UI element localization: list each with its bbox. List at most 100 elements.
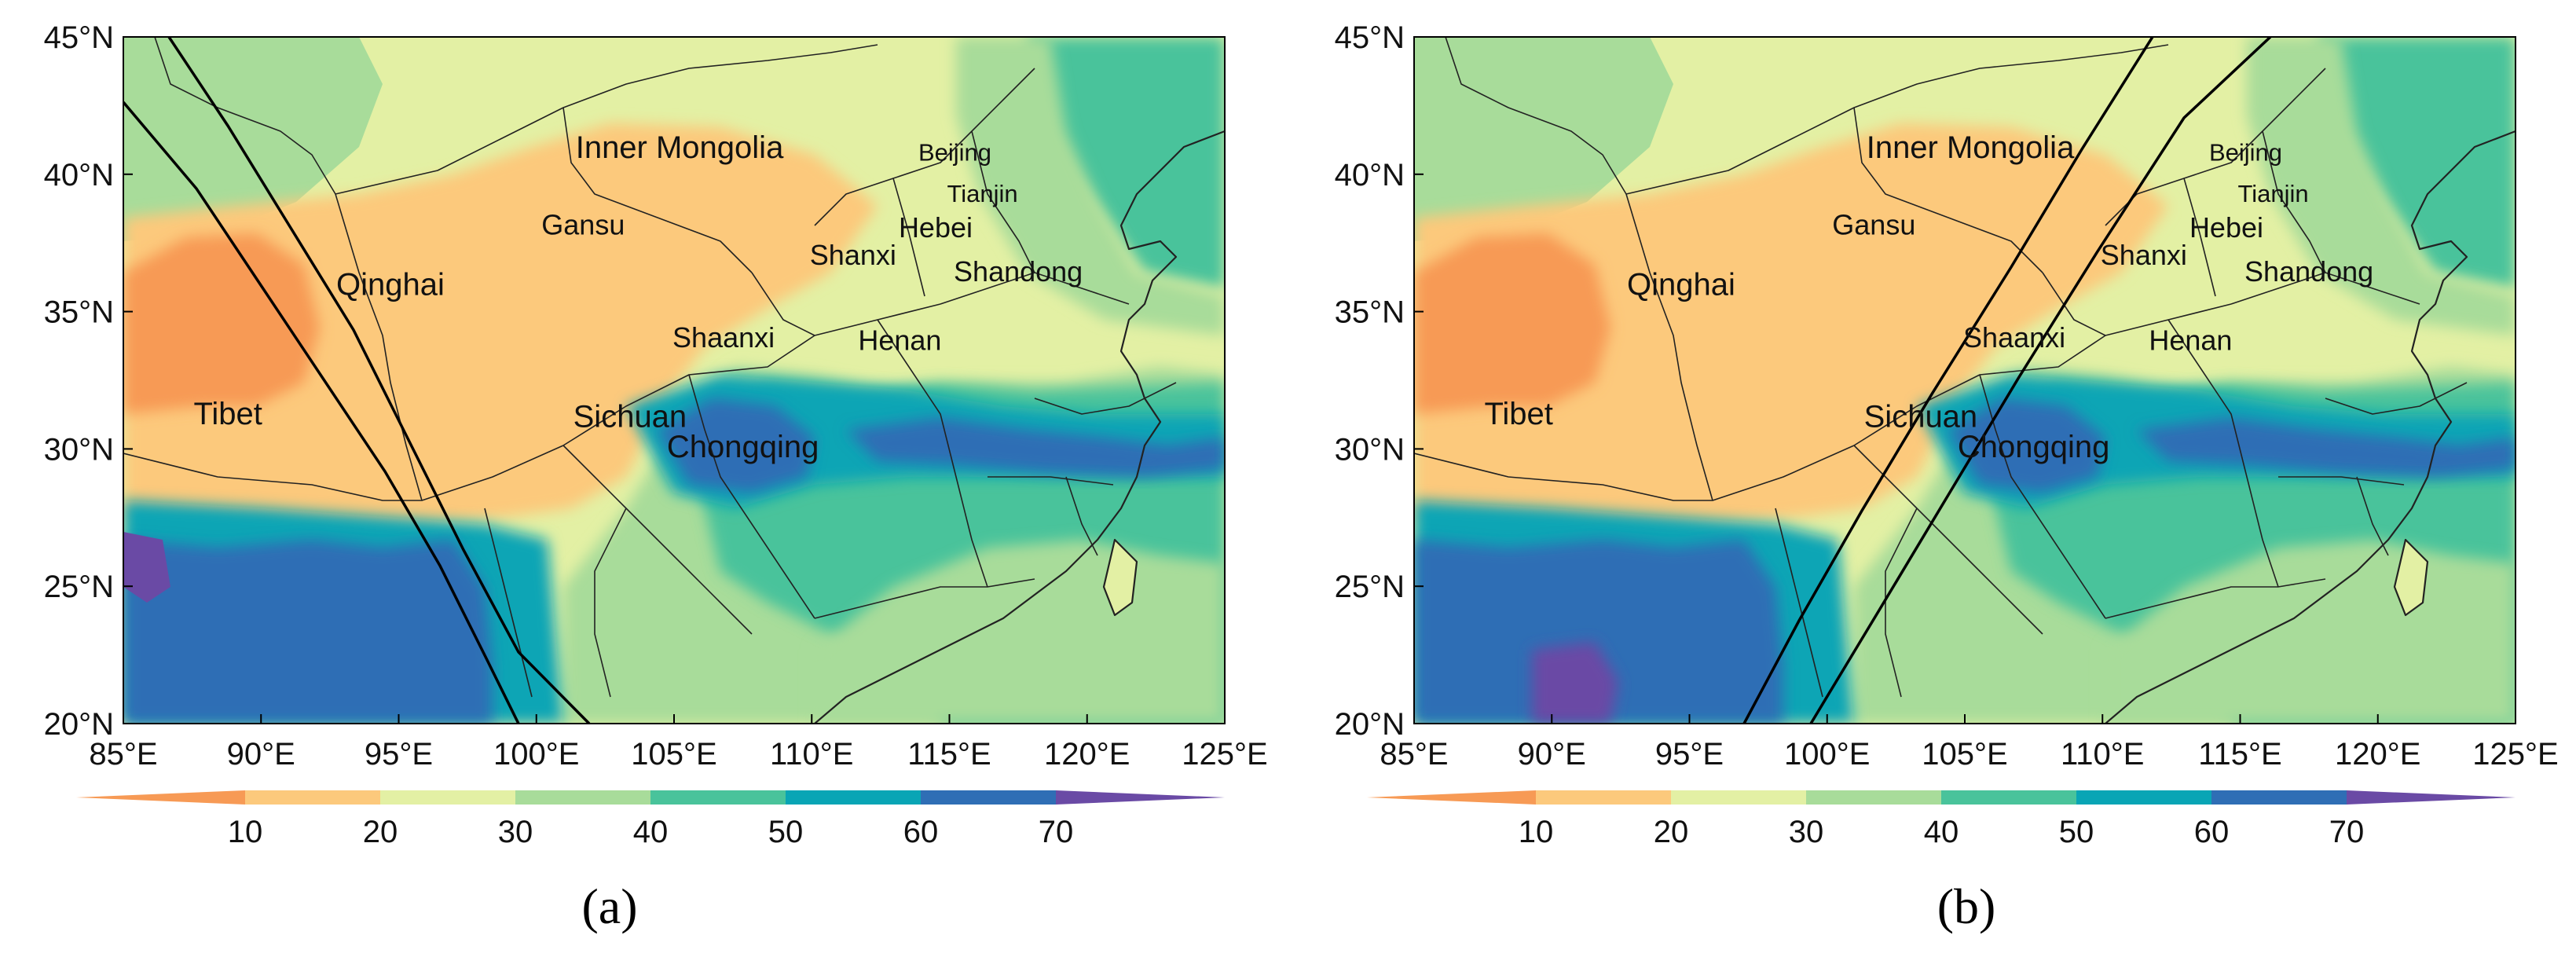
colorbar-tick-label: 20 xyxy=(1654,815,1689,849)
colorbar-tick-label: 20 xyxy=(363,815,398,849)
x-tick-label: 100°E xyxy=(493,737,579,772)
x-tick-label: 125°E xyxy=(2472,737,2558,772)
province-label-inner-mongolia: Inner Mongolia xyxy=(1867,130,2075,165)
x-tick-label: 120°E xyxy=(2335,737,2420,772)
colorbar-extend-high xyxy=(1056,790,1225,805)
province-borders-b xyxy=(1414,37,2468,698)
colorbar-tick-label: 40 xyxy=(1924,815,1959,849)
coastline-b xyxy=(2105,130,2516,724)
province-label-shanxi: Shanxi xyxy=(2101,239,2187,271)
province-label-shaanxi: Shaanxi xyxy=(1963,321,2065,354)
y-axis-b: 45°N 40°N 35°N 30°N 25°N 20°N xyxy=(1335,20,1424,742)
colorbar-tick-label: 30 xyxy=(498,815,533,849)
y-tick-label: 30°N xyxy=(1335,432,1405,467)
x-tick-label: 105°E xyxy=(631,737,716,772)
province-label-sichuan: Sichuan xyxy=(1864,399,1978,434)
colorbar-tick-label: 50 xyxy=(768,815,804,849)
x-tick-label: 85°E xyxy=(89,737,157,772)
panel-a: 85°E 90°E 95°E 100°E 105°E 110°E 115°E 120°E 125… xyxy=(44,20,1268,934)
precipitation-field-a xyxy=(123,37,1225,724)
field-contours-a xyxy=(123,37,1225,724)
colorbar-tick-label: 10 xyxy=(1519,815,1554,849)
x-tick-label: 95°E xyxy=(365,737,433,772)
y-tick-label: 20°N xyxy=(1335,707,1405,742)
colorbar-extend-low xyxy=(76,790,245,805)
x-tick-label: 105°E xyxy=(1922,737,2007,772)
y-tick-label: 20°N xyxy=(44,707,114,742)
x-tick-label: 125°E xyxy=(1182,737,1267,772)
y-tick-label: 35°N xyxy=(44,295,114,330)
x-tick-label: 95°E xyxy=(1655,737,1724,772)
province-label-tibet: Tibet xyxy=(1484,397,1552,431)
satellite-track-a xyxy=(123,37,591,724)
province-labels-a: Inner Mongolia Beijing Tianjin Hebei Gansu Sh… xyxy=(193,130,1083,464)
colorbar-tick-label: 60 xyxy=(903,815,939,849)
y-tick-label: 40°N xyxy=(44,158,114,192)
colorbar-segment xyxy=(380,790,516,805)
province-label-shaanxi: Shaanxi xyxy=(672,321,775,354)
colorbar-segment xyxy=(2076,790,2212,805)
province-labels-b: Inner Mongolia Beijing Tianjin Hebei Gansu Sh… xyxy=(1484,130,2373,464)
y-tick-label: 35°N xyxy=(1335,295,1405,330)
colorbar-segment xyxy=(1806,790,1942,805)
x-tick-label: 100°E xyxy=(1784,737,1870,772)
province-label-shandong: Shandong xyxy=(954,255,1083,288)
y-axis-a: 45°N 40°N 35°N 30°N 25°N 20°N xyxy=(44,20,133,742)
colorbar-extend-high xyxy=(2347,790,2516,805)
y-tick-label: 25°N xyxy=(44,570,114,604)
province-label-beijing: Beijing xyxy=(2209,138,2282,166)
x-axis-b: 85°E 90°E 95°E 100°E 105°E 110°E 115°E 120°E 125… xyxy=(1380,714,2559,772)
province-label-henan: Henan xyxy=(858,324,941,357)
colorbar-segment xyxy=(921,790,1057,805)
colorbar-a: 10 20 30 40 50 60 70 xyxy=(76,790,1225,849)
province-label-shandong: Shandong xyxy=(2244,255,2373,288)
province-label-gansu: Gansu xyxy=(541,209,625,241)
x-tick-label: 110°E xyxy=(2061,737,2144,772)
y-tick-label: 30°N xyxy=(44,432,114,467)
coastline-a xyxy=(814,130,1225,724)
panel-label-a: (a) xyxy=(581,878,637,934)
panel-label-b: (b) xyxy=(1937,878,1996,934)
y-tick-label: 45°N xyxy=(1335,20,1405,55)
colorbar-segment xyxy=(1536,790,1672,805)
colorbar-segment xyxy=(245,790,381,805)
province-label-hebei: Hebei xyxy=(2189,211,2263,244)
x-axis-a: 85°E 90°E 95°E 100°E 105°E 110°E 115°E 120°E 125… xyxy=(89,714,1268,772)
colorbar-tick-label: 50 xyxy=(2059,815,2094,849)
province-label-chongqing: Chongqing xyxy=(1958,430,2110,464)
satellite-track-b xyxy=(1742,37,2272,724)
x-tick-label: 90°E xyxy=(227,737,295,772)
map-frame-a xyxy=(123,37,1225,724)
colorbar-tick-label: 70 xyxy=(1039,815,1074,849)
province-label-chongqing: Chongqing xyxy=(667,430,819,464)
colorbar-tick-label: 70 xyxy=(2329,815,2365,849)
province-label-shanxi: Shanxi xyxy=(810,239,896,271)
colorbar-tick-label: 40 xyxy=(633,815,669,849)
province-label-tianjin: Tianjin xyxy=(947,180,1017,207)
colorbar-tick-label: 30 xyxy=(1789,815,1824,849)
province-label-qinghai: Qinghai xyxy=(336,268,445,302)
colorbar-segment xyxy=(2211,790,2347,805)
colorbar-segment xyxy=(1671,790,1807,805)
province-label-inner-mongolia: Inner Mongolia xyxy=(576,130,784,165)
x-tick-label: 110°E xyxy=(770,737,853,772)
field-contours-b xyxy=(1414,37,2516,724)
colorbar-tick-label: 10 xyxy=(228,815,263,849)
y-tick-label: 25°N xyxy=(1335,570,1405,604)
colorbar-segment xyxy=(1941,790,2077,805)
x-tick-label: 90°E xyxy=(1518,737,1586,772)
province-label-qinghai: Qinghai xyxy=(1627,268,1735,302)
colorbar-segment xyxy=(650,790,786,805)
x-tick-label: 115°E xyxy=(907,737,991,772)
province-label-tibet: Tibet xyxy=(193,397,262,431)
province-label-hebei: Hebei xyxy=(899,211,973,244)
map-frame-b xyxy=(1414,37,2516,724)
x-tick-label: 120°E xyxy=(1044,737,1130,772)
colorbar-b: 10 20 30 40 50 60 70 xyxy=(1367,790,2516,849)
colorbar-extend-low xyxy=(1367,790,1536,805)
province-borders-a xyxy=(123,37,1177,698)
y-tick-label: 45°N xyxy=(44,20,114,55)
province-label-henan: Henan xyxy=(2149,324,2232,357)
province-label-sichuan: Sichuan xyxy=(573,399,687,434)
